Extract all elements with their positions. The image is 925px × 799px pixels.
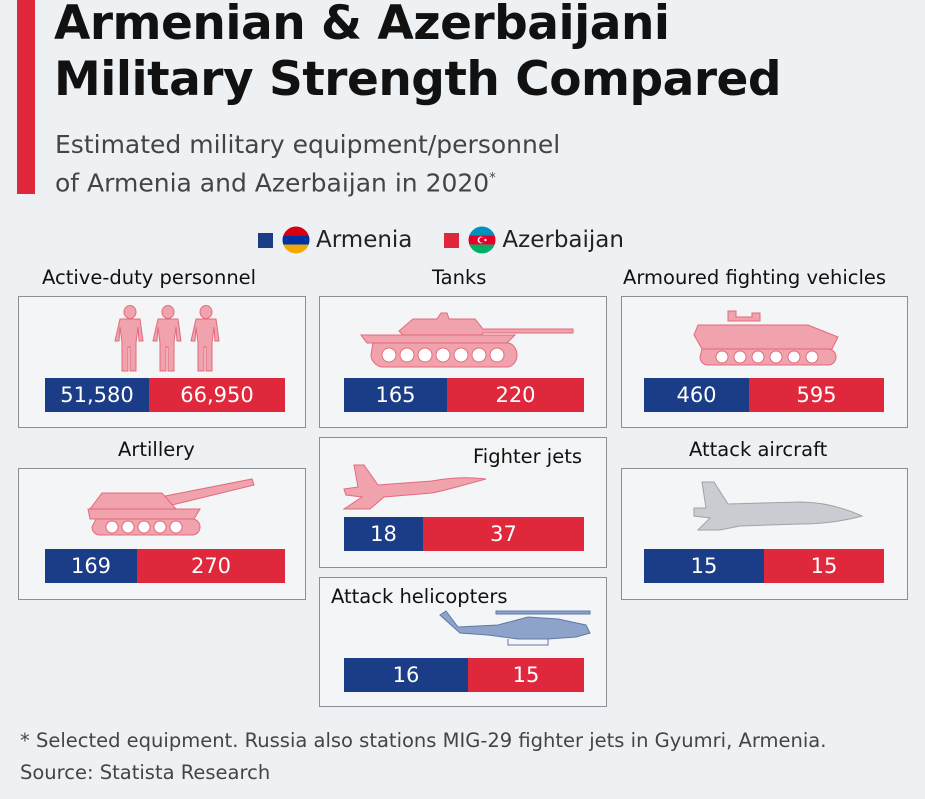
bar-segment-armenia: 169 bbox=[45, 549, 137, 583]
bar-fighter: 18 37 bbox=[344, 517, 584, 551]
bar-artillery: 169 270 bbox=[45, 549, 285, 583]
bar-segment-armenia: 16 bbox=[344, 658, 468, 692]
bar-segment-azerbaijan: 66,950 bbox=[149, 378, 285, 412]
bar-segment-azerbaijan: 270 bbox=[137, 549, 285, 583]
subtitle-line-2: of Armenia and Azerbaijan in 2020 bbox=[55, 168, 490, 198]
armenia-flag-icon bbox=[282, 226, 310, 254]
bar-attack-aircraft: 15 15 bbox=[644, 549, 884, 583]
helicopter-icon bbox=[439, 610, 591, 646]
bar-afv: 460 595 bbox=[644, 378, 884, 412]
bar-segment-armenia: 51,580 bbox=[45, 378, 149, 412]
source-text: Source: Statista Research bbox=[20, 761, 271, 784]
bar-segment-armenia: 460 bbox=[644, 378, 749, 412]
bar-tanks: 165 220 bbox=[344, 378, 584, 412]
panel-title-artillery: Artillery bbox=[118, 438, 195, 461]
title-line-1: Armenian & Azerbaijani bbox=[54, 0, 670, 51]
artillery-icon bbox=[87, 478, 255, 536]
subtitle-line-1: Estimated military equipment/personnel bbox=[55, 130, 561, 159]
legend-swatch-armenia bbox=[258, 232, 273, 248]
bar-segment-armenia: 18 bbox=[344, 517, 423, 551]
armoured-vehicle-icon bbox=[693, 310, 839, 366]
bar-segment-azerbaijan: 37 bbox=[423, 517, 584, 551]
bar-segment-azerbaijan: 15 bbox=[468, 658, 584, 692]
accent-bar bbox=[17, 0, 35, 194]
fighter-jet-icon bbox=[342, 464, 487, 510]
footnote-text: * Selected equipment. Russia also statio… bbox=[20, 729, 827, 752]
panel-title-tanks: Tanks bbox=[432, 266, 487, 289]
soldiers-icon bbox=[114, 305, 220, 372]
legend-swatch-azerbaijan bbox=[444, 232, 460, 248]
bar-segment-azerbaijan: 15 bbox=[764, 549, 884, 583]
legend-label-armenia: Armenia bbox=[316, 227, 413, 253]
attack-aircraft-icon bbox=[693, 481, 864, 531]
bar-segment-armenia: 165 bbox=[344, 378, 447, 412]
bar-segment-azerbaijan: 220 bbox=[447, 378, 584, 412]
panel-title-fighter: Fighter jets bbox=[473, 445, 583, 468]
title-line-2: Military Strength Compared bbox=[54, 52, 782, 107]
bar-segment-azerbaijan: 595 bbox=[749, 378, 884, 412]
subtitle-asterisk: * bbox=[489, 171, 496, 186]
bar-segment-armenia: 15 bbox=[644, 549, 764, 583]
footnote: * Selected equipment. Russia also statio… bbox=[20, 725, 826, 789]
chart-subtitle: Estimated military equipment/personnel o… bbox=[55, 128, 560, 200]
bar-personnel: 51,580 66,950 bbox=[45, 378, 285, 412]
panel-title-attack-aircraft: Attack aircraft bbox=[689, 438, 828, 461]
panel-title-afv: Armoured fighting vehicles bbox=[623, 266, 887, 289]
legend: Armenia Azerbaijan bbox=[258, 224, 656, 256]
bar-helicopters: 16 15 bbox=[344, 658, 584, 692]
chart-title: Armenian & Azerbaijani Military Strength… bbox=[54, 0, 782, 108]
panel-title-helicopters: Attack helicopters bbox=[331, 585, 508, 608]
panel-title-personnel: Active-duty personnel bbox=[42, 266, 257, 289]
legend-label-azerbaijan: Azerbaijan bbox=[502, 227, 624, 253]
tank-icon bbox=[360, 312, 574, 368]
azerbaijan-flag-icon bbox=[468, 226, 496, 254]
